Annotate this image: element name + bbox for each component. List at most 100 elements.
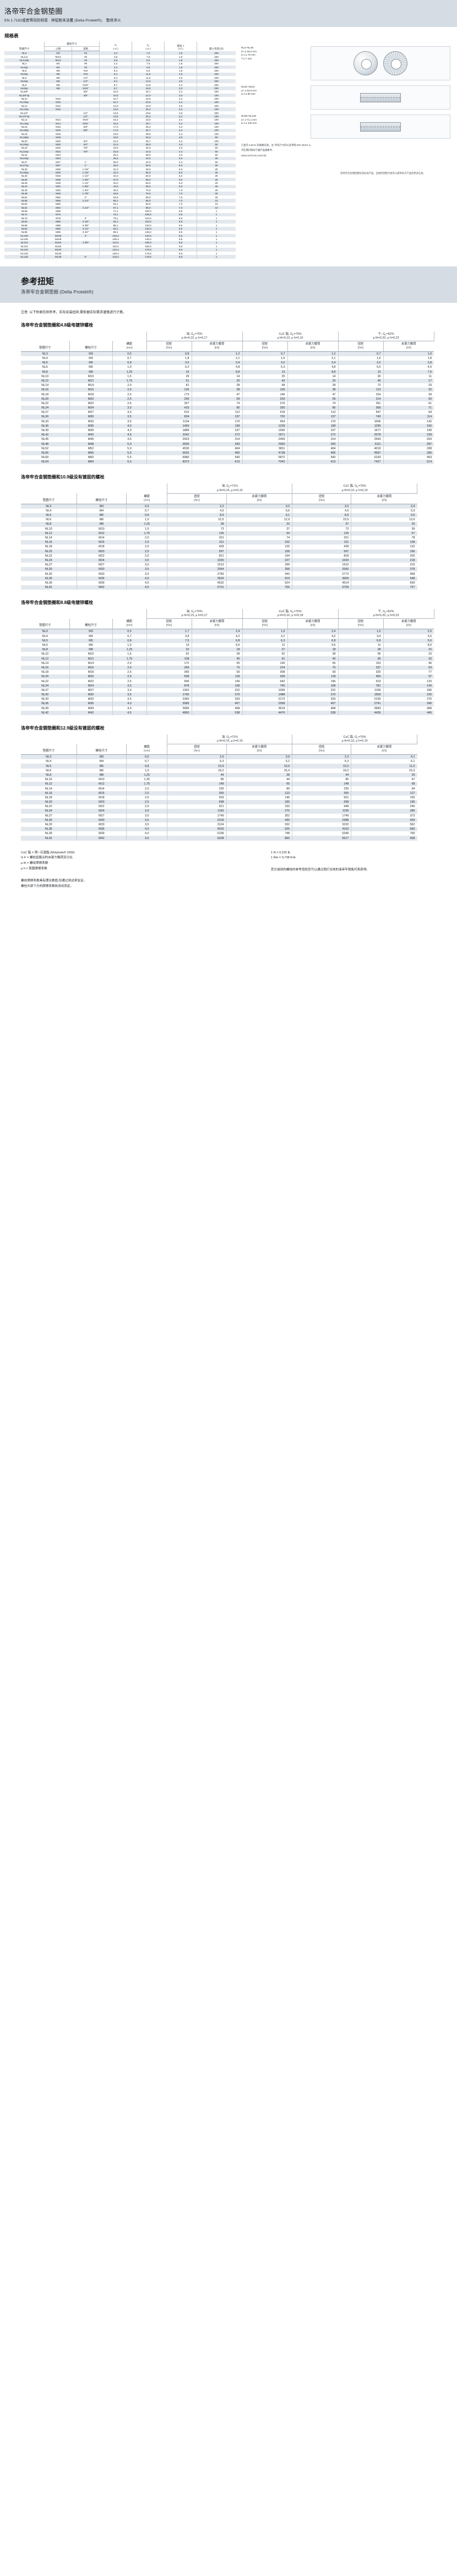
table-cell: 43 — [242, 378, 288, 384]
table-cell: M3 — [77, 504, 127, 509]
table-cell: NL76 — [4, 216, 45, 220]
table-row: NL115 M115 118,4 160,0 9,5 1 — [4, 244, 236, 248]
table-cell: 3506 — [146, 442, 192, 446]
table-cell: M42 — [69, 433, 113, 438]
table-cell — [72, 104, 100, 108]
table-cell: NL22 — [21, 679, 70, 684]
table-row: NL18 M18 2,5 503 146 501 155 — [21, 795, 417, 800]
table-cell: NL10 — [4, 97, 45, 101]
table-cell: 597 — [167, 549, 227, 554]
table-cell: NL22 — [4, 146, 45, 150]
table-cell: 4,2 — [192, 634, 243, 639]
table-cell: 314 — [287, 437, 339, 442]
table-row: NL36 M36 1 3/8" 37,0 55,0 6,0 25 — [4, 177, 236, 182]
table-cell: 3,0 — [164, 93, 198, 97]
table-cell: NL42 — [21, 433, 70, 438]
table-cell: NL4 — [21, 759, 77, 764]
table-cell: NL18 — [21, 392, 70, 397]
table-row: NL5 M5 0,8 8,9 9,1 8,9 9,6 — [21, 513, 417, 518]
torque-table-section: 洛帝牢合金钢垫圈和8.8级电镀锌螺栓 油, GF=75% μ th=0,15, μ… — [21, 600, 457, 715]
table-cell: 20 — [192, 378, 243, 384]
table-cell: 2,5 — [126, 553, 168, 558]
table-cell: M20 — [44, 139, 73, 143]
table-cell: 1134 — [146, 419, 192, 424]
table-cell: 1" — [72, 160, 100, 164]
table-cell: NL4 — [21, 356, 70, 361]
table-cell: 2,0 — [427, 630, 432, 634]
table-cell: 13,5 — [99, 115, 133, 118]
spec-header-pack: 最小包装(对) — [209, 47, 224, 51]
table-row: NL3 M3 0,5 1,7 2,4 1,5 2,4 1,5 2,0 — [21, 629, 434, 634]
table-cell: 1165 — [167, 809, 227, 814]
table-row: NL10 M10 1,25 85 44 85 47 — [21, 777, 417, 782]
table-cell: 26 — [338, 374, 384, 379]
table-cell: 5,5 — [112, 450, 147, 456]
table-cell: 698 — [292, 799, 352, 805]
table-cell: 3,4 — [164, 107, 198, 111]
table-row: NL130 M130 5" 133,4 178,0 9,5 1 — [4, 255, 236, 259]
table-cell: 4,4 — [99, 65, 133, 69]
table-cell: 270 — [192, 692, 243, 698]
table-cell: 325 — [338, 670, 384, 675]
table-cell: 160,0 — [132, 244, 165, 248]
torque-column-header: 螺距 [mm] — [112, 618, 147, 630]
table-cell: NL4sp — [4, 65, 45, 69]
table-cell: 343 — [287, 442, 339, 446]
table-row: NL16 M16 2,0 266 75 224 75 237 63 — [21, 665, 434, 671]
table-cell: 65,0 — [132, 184, 165, 189]
table-cell: 185 — [226, 799, 293, 805]
table-cell: 350 — [242, 406, 288, 411]
table-cell: 8,7 — [99, 83, 133, 87]
illus-large-line-1: ø i ≥ 53,6 mm — [241, 89, 257, 92]
table-cell: 7427 — [338, 460, 384, 465]
table-cell: M36 — [77, 827, 127, 832]
table-cell: 2,0 — [112, 388, 147, 393]
table-cell: 3,4 — [164, 139, 198, 143]
table-cell: 404 — [287, 446, 339, 451]
footer-line-gf: G F = 螺栓屈服点的夹紧力载荷百分比 — [21, 856, 73, 860]
washer-cam-face-icon — [383, 51, 407, 75]
table-cell — [72, 107, 100, 111]
table-cell: #6 — [72, 55, 100, 59]
table-cell: 100 — [214, 132, 219, 135]
table-cell: 6,1 — [411, 760, 415, 764]
table-cell: 45 — [338, 378, 384, 384]
table-cell: NL6 — [21, 642, 70, 648]
table-cell: 4,0 — [164, 143, 198, 146]
table-cell: 1749 — [292, 813, 352, 818]
table-cell: #10 — [72, 69, 100, 73]
table-cell: 0,8 — [126, 513, 168, 518]
table-cell: 49,6 — [99, 192, 133, 195]
table-cell: 2078 — [338, 433, 384, 438]
table-cell: 228 — [427, 433, 432, 437]
table-cell: 145,0 — [132, 237, 165, 241]
cad-download-url[interactable]: www.nord-lock.com/cad — [241, 154, 266, 157]
table-cell: 4,5 — [112, 710, 147, 715]
table-cell: 106 — [242, 388, 288, 393]
table-cell: 15,5 — [292, 518, 352, 522]
table-cell: 28,0 — [99, 160, 133, 164]
table-cell: NL27 — [21, 410, 70, 415]
torque-table-body: NL3 M3 0,5 2,6 3,9 2,3 4,1 NL4 M4 0,7 5,3 5,2 5,3 6,1… — [21, 754, 417, 841]
table-cell: 37 — [292, 522, 352, 527]
table-row: NL10sp M10 10,7 23,0 3,4 100 — [4, 100, 236, 105]
table-cell: NL130 — [4, 255, 45, 259]
table-cell: 4,4 — [164, 149, 198, 154]
table-cell: 756 — [226, 585, 293, 590]
table-cell: 5,5 — [338, 365, 384, 370]
table-cell: 2,5 — [126, 544, 168, 549]
table-cell: 11 — [242, 642, 288, 648]
table-cell: 224 — [242, 665, 288, 671]
table-cell: 287 — [427, 442, 432, 446]
table-cell: 23,0 — [99, 146, 133, 150]
table-cell: 740 — [338, 415, 384, 420]
table-cell: NL33 — [4, 174, 45, 178]
table-row: NL33 M33 3,5 1134 170 954 170 1006 142 — [21, 419, 434, 424]
table-cell: 1,25 — [112, 647, 147, 652]
table-cell: NL6 — [21, 365, 70, 370]
table-cell: NL120 — [4, 248, 45, 252]
table-cell: NL22sp — [4, 149, 45, 154]
table-row: NL120 M120 123,4 170,0 9,5 1 — [4, 248, 236, 252]
table-cell: 4,0 — [164, 153, 198, 157]
table-cell: 1 — [215, 231, 217, 234]
